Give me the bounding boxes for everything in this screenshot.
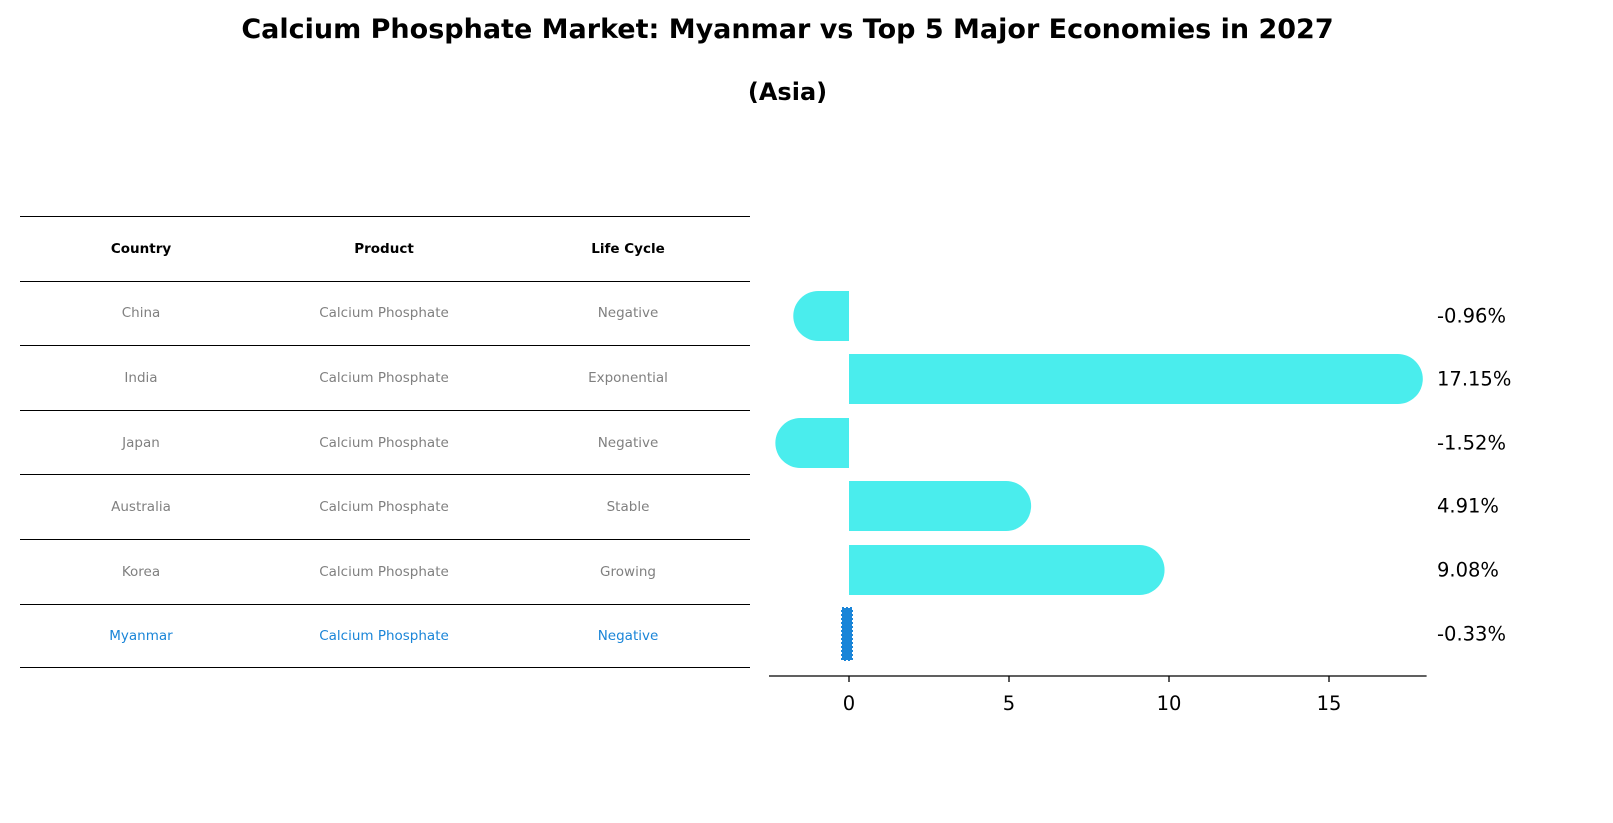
bar-myanmar	[841, 607, 853, 661]
cell-product: Calcium Phosphate	[319, 305, 449, 322]
x-tick-label: 5	[1002, 692, 1016, 715]
cell-country: Myanmar	[109, 627, 173, 644]
cell-country: India	[124, 369, 158, 386]
cell-life-cycle: Negative	[597, 627, 659, 644]
cell-life-cycle: Stable	[606, 499, 650, 516]
table-row: Korea Calcium Phosphate Growing	[20, 538, 750, 604]
header-product: Product	[354, 240, 414, 257]
bar-india	[849, 354, 1423, 404]
value-label: 4.91%	[1437, 494, 1499, 518]
cell-product: Calcium Phosphate	[319, 499, 449, 516]
chart-title: Calcium Phosphate Market: Myanmar vs Top…	[241, 14, 1334, 45]
x-tick-label: 15	[1316, 692, 1342, 715]
header-country: Country	[110, 240, 172, 257]
x-tick-label: 10	[1156, 692, 1182, 715]
chart-subtitle: (Asia)	[747, 78, 828, 106]
cell-product: Calcium Phosphate	[319, 563, 449, 580]
bar-australia	[849, 481, 1032, 531]
bar-china	[793, 291, 849, 341]
value-label: -0.33%	[1437, 622, 1506, 646]
cell-life-cycle: Negative	[597, 434, 659, 451]
table-row: Japan Calcium Phosphate Negative	[20, 409, 750, 475]
value-label: 17.15%	[1437, 367, 1512, 391]
table-row-highlight: Myanmar Calcium Phosphate Negative	[20, 603, 750, 669]
value-label: -1.52%	[1437, 431, 1506, 455]
cell-country: Australia	[111, 499, 171, 516]
cell-country: Korea	[121, 563, 161, 580]
cell-product: Calcium Phosphate	[319, 434, 449, 451]
cell-life-cycle: Growing	[600, 563, 656, 580]
value-label: -0.96%	[1437, 304, 1506, 328]
cell-product: Calcium Phosphate	[319, 369, 449, 386]
data-table: Country Product Life Cycle China Calcium…	[20, 216, 750, 669]
table-row: China Calcium Phosphate Negative	[20, 280, 750, 346]
bar-japan	[775, 418, 849, 468]
cell-life-cycle: Negative	[597, 305, 659, 322]
cell-country: Japan	[122, 434, 160, 451]
cell-product: Calcium Phosphate	[319, 627, 449, 644]
header-life-cycle: Life Cycle	[591, 240, 665, 257]
cell-country: China	[121, 305, 161, 322]
cell-life-cycle: Exponential	[588, 369, 668, 386]
x-tick-label: 0	[842, 692, 856, 715]
value-label: 9.08%	[1437, 558, 1499, 582]
table-header-row: Country Product Life Cycle	[20, 216, 750, 281]
bar-korea	[849, 545, 1165, 595]
table-row: India Calcium Phosphate Exponential	[20, 345, 750, 410]
table-row: Australia Calcium Phosphate Stable	[20, 474, 750, 539]
